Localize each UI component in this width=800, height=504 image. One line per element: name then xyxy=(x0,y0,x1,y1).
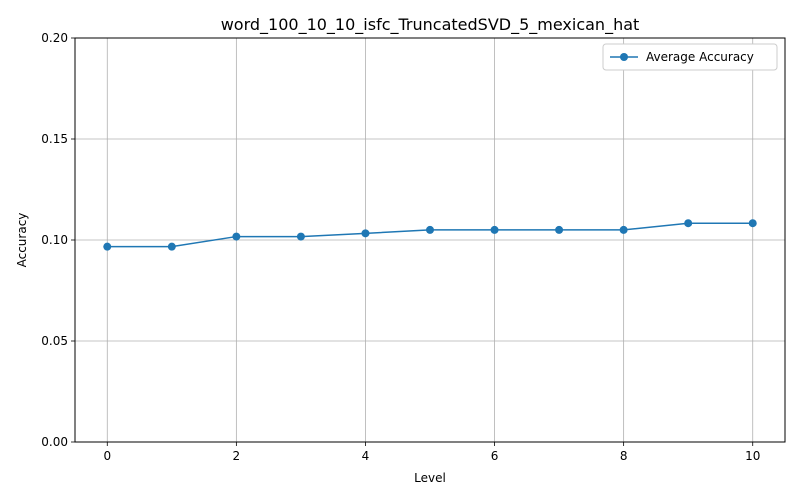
axis-ticks: 0 2 4 6 8 10 0.00 0.05 0.10 0.15 0.20 xyxy=(41,31,760,463)
data-point xyxy=(296,232,305,241)
y-tick-label: 0.15 xyxy=(41,132,68,146)
data-point xyxy=(232,232,241,241)
data-point xyxy=(748,219,757,228)
data-point xyxy=(426,225,434,234)
data-point xyxy=(103,242,112,251)
legend-box xyxy=(602,43,778,71)
data-point xyxy=(490,225,499,234)
y-tick-label: 0.00 xyxy=(41,435,68,449)
legend-label: Average Accuracy xyxy=(646,50,754,64)
data-point xyxy=(555,225,564,234)
legend: Average Accuracy xyxy=(602,43,778,71)
data-point xyxy=(361,229,370,238)
x-tick-label: 8 xyxy=(620,449,628,463)
data-point xyxy=(684,219,693,228)
chart-title: word_100_10_10_isfc_TruncatedSVD_5_mexic… xyxy=(221,15,640,35)
legend-marker-icon xyxy=(620,53,628,61)
y-tick-label: 0.20 xyxy=(41,31,68,45)
data-point xyxy=(619,225,628,234)
y-tick-label: 0.05 xyxy=(41,334,68,348)
y-tick-label: 0.10 xyxy=(41,233,68,247)
y-axis-label: Accuracy xyxy=(15,213,29,268)
x-axis-label: Level xyxy=(414,471,446,485)
x-tick-label: 0 xyxy=(103,449,111,463)
x-tick-label: 4 xyxy=(362,449,370,463)
series-layer xyxy=(103,219,757,251)
x-tick-label: 6 xyxy=(491,449,499,463)
data-point xyxy=(167,242,176,251)
x-tick-label: 2 xyxy=(233,449,241,463)
x-tick-label: 10 xyxy=(745,449,760,463)
